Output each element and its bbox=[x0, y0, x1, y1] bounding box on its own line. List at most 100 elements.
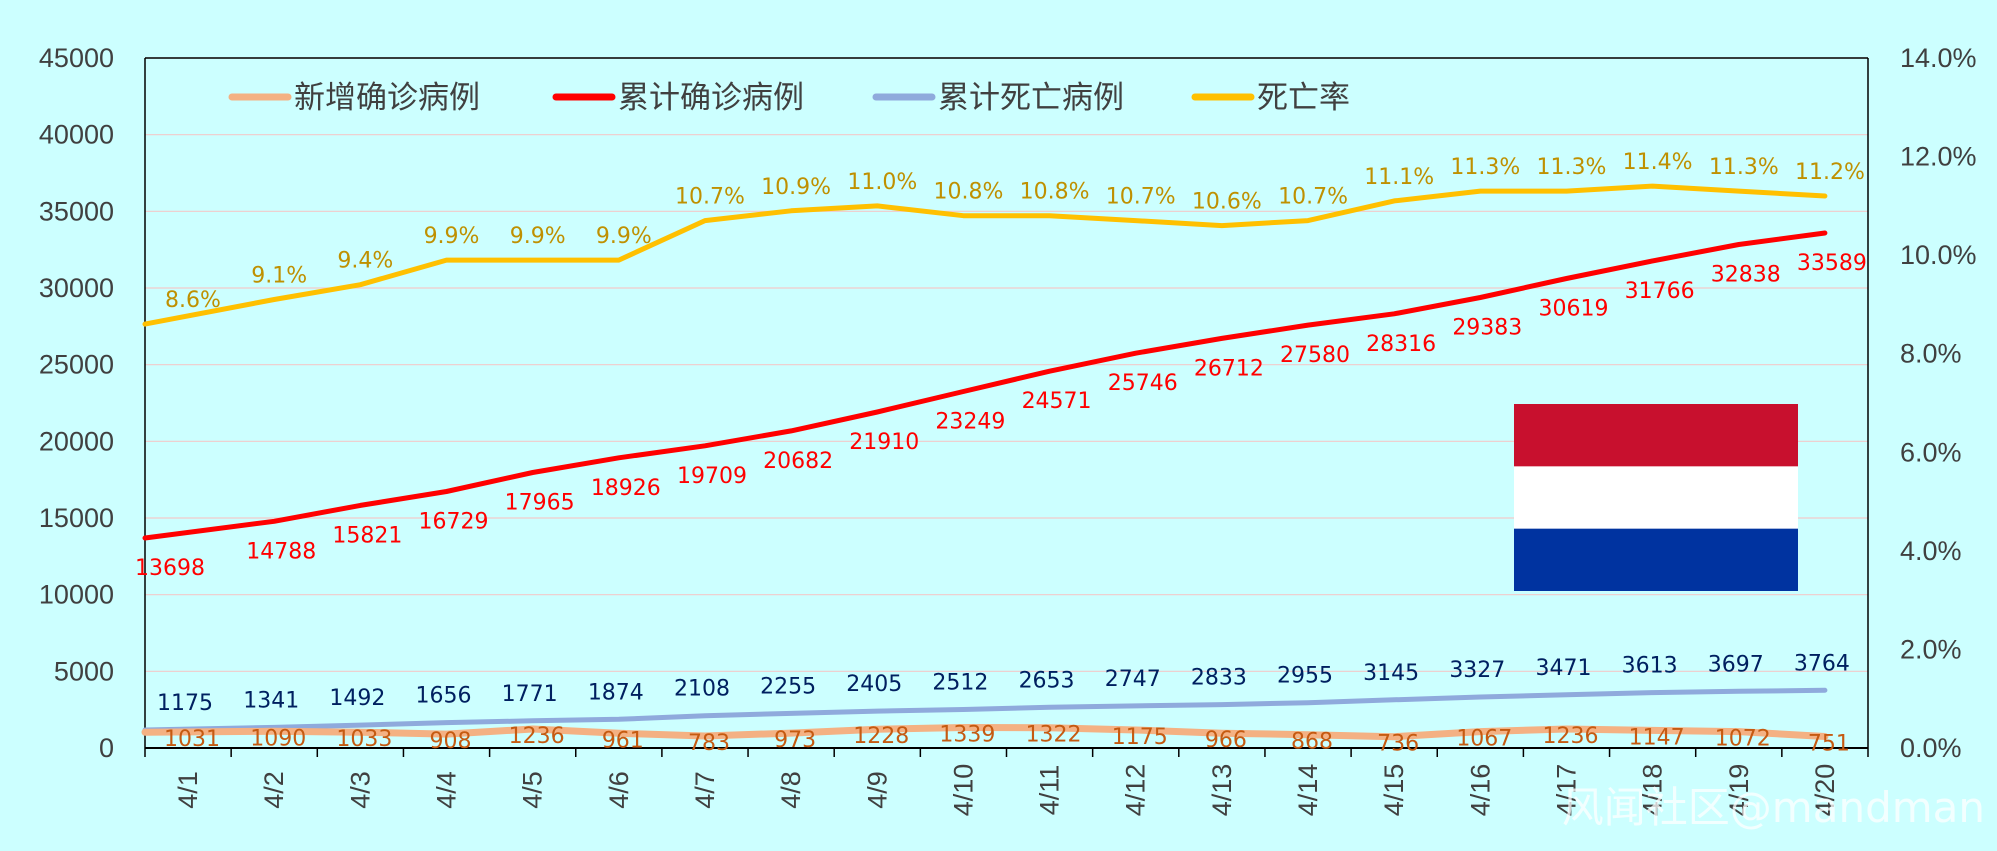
data-label: 1236 bbox=[509, 724, 565, 749]
data-label: 2747 bbox=[1105, 667, 1161, 692]
data-label: 1067 bbox=[1456, 727, 1512, 752]
data-label: 18926 bbox=[591, 476, 661, 501]
series-line-2 bbox=[142, 687, 1828, 733]
left-axis-tick: 30000 bbox=[39, 273, 114, 303]
data-label: 11.1% bbox=[1364, 165, 1434, 190]
data-label: 2653 bbox=[1019, 668, 1075, 693]
series-line-0 bbox=[141, 724, 1829, 741]
data-label: 10.8% bbox=[1020, 180, 1090, 205]
data-label: 11.4% bbox=[1623, 150, 1693, 175]
data-label: 1147 bbox=[1629, 725, 1685, 750]
data-label: 15821 bbox=[332, 523, 402, 548]
data-label: 25746 bbox=[1108, 371, 1178, 396]
flag-stripe bbox=[1514, 466, 1798, 530]
data-label: 961 bbox=[602, 728, 644, 753]
legend-label: 累计死亡病例 bbox=[938, 80, 1124, 116]
left-axis-tick: 40000 bbox=[39, 120, 114, 150]
right-axis-tick: 14.0% bbox=[1900, 43, 1977, 73]
data-label: 1771 bbox=[502, 682, 558, 707]
data-label: 1175 bbox=[157, 691, 213, 716]
data-label: 9.4% bbox=[337, 249, 393, 274]
x-axis-tick: 4/11 bbox=[1035, 765, 1065, 816]
x-axis-tick: 4/20 bbox=[1810, 764, 1840, 817]
data-label: 9.9% bbox=[596, 224, 652, 249]
data-label: 2255 bbox=[760, 674, 816, 699]
x-axis-tick: 4/14 bbox=[1293, 764, 1323, 817]
data-label: 21910 bbox=[849, 430, 919, 455]
data-label: 736 bbox=[1377, 732, 1419, 757]
data-label: 3613 bbox=[1622, 654, 1678, 679]
x-axis-tick: 4/1 bbox=[173, 771, 203, 809]
data-label: 2405 bbox=[846, 672, 902, 697]
right-axis-tick: 2.0% bbox=[1900, 634, 1962, 664]
data-label: 19709 bbox=[677, 464, 747, 489]
left-axis-tick: 45000 bbox=[39, 43, 114, 73]
plot-area bbox=[145, 58, 1868, 748]
x-axis-tick: 4/9 bbox=[862, 771, 892, 809]
x-axis-tick: 4/3 bbox=[345, 771, 375, 809]
data-label: 1236 bbox=[1542, 724, 1598, 749]
data-label: 2512 bbox=[932, 670, 988, 695]
data-label: 3327 bbox=[1449, 658, 1505, 683]
legend-label: 新增确诊病例 bbox=[294, 80, 480, 116]
data-label: 783 bbox=[688, 731, 730, 756]
data-label: 10.9% bbox=[761, 175, 831, 200]
x-axis-tick: 4/15 bbox=[1379, 764, 1409, 817]
x-axis-tick: 4/16 bbox=[1465, 764, 1495, 817]
left-axis-tick: 35000 bbox=[39, 196, 114, 226]
data-label: 3471 bbox=[1535, 656, 1591, 681]
data-label: 966 bbox=[1205, 728, 1247, 753]
data-label: 2108 bbox=[674, 677, 730, 702]
data-label: 1341 bbox=[243, 688, 299, 713]
data-label: 1339 bbox=[939, 722, 995, 747]
data-label: 24571 bbox=[1022, 389, 1092, 414]
flag-stripe bbox=[1514, 404, 1798, 467]
data-label: 11.3% bbox=[1537, 155, 1607, 180]
data-label: 908 bbox=[430, 729, 472, 754]
data-label: 1492 bbox=[329, 686, 385, 711]
data-label: 751 bbox=[1808, 731, 1850, 756]
data-label: 10.8% bbox=[933, 180, 1003, 205]
left-axis-tick: 10000 bbox=[39, 580, 114, 610]
series-line-1 bbox=[142, 230, 1828, 541]
x-axis-tick: 4/13 bbox=[1207, 764, 1237, 817]
right-axis-tick: 6.0% bbox=[1900, 437, 1962, 467]
data-label: 16729 bbox=[419, 509, 489, 534]
data-label: 32838 bbox=[1711, 262, 1781, 287]
data-label: 10.7% bbox=[1278, 185, 1348, 210]
flag-stripe bbox=[1514, 528, 1798, 591]
data-label: 10.7% bbox=[675, 185, 745, 210]
data-label: 20682 bbox=[763, 449, 833, 474]
data-label: 29383 bbox=[1452, 315, 1522, 340]
data-label: 1874 bbox=[588, 680, 644, 705]
data-label: 28316 bbox=[1366, 332, 1436, 357]
data-label: 1656 bbox=[416, 684, 472, 709]
data-label: 2955 bbox=[1277, 664, 1333, 689]
data-label: 11.3% bbox=[1709, 155, 1779, 180]
data-label: 8.6% bbox=[165, 288, 221, 313]
x-axis-tick: 4/19 bbox=[1724, 764, 1754, 817]
data-label: 1322 bbox=[1026, 723, 1082, 748]
x-axis-tick: 4/17 bbox=[1551, 764, 1581, 817]
left-axis-tick: 15000 bbox=[39, 503, 114, 533]
data-label: 30619 bbox=[1538, 297, 1608, 322]
right-axis-tick: 4.0% bbox=[1900, 536, 1962, 566]
x-axis-tick: 4/7 bbox=[690, 771, 720, 809]
data-label: 33589 bbox=[1797, 251, 1867, 276]
data-label: 973 bbox=[774, 728, 816, 753]
watermark: 风闻社区@mandman bbox=[1562, 783, 1985, 832]
left-axis-tick: 25000 bbox=[39, 350, 114, 380]
right-axis-tick: 12.0% bbox=[1900, 142, 1977, 172]
data-label: 9.9% bbox=[424, 224, 480, 249]
data-label: 17965 bbox=[505, 491, 575, 516]
left-axis-tick: 20000 bbox=[39, 426, 114, 456]
data-label: 1072 bbox=[1715, 727, 1771, 752]
x-axis-tick: 4/18 bbox=[1638, 764, 1668, 817]
x-axis-tick: 4/2 bbox=[259, 771, 289, 809]
x-axis-tick: 4/10 bbox=[948, 764, 978, 817]
data-label: 3145 bbox=[1363, 661, 1419, 686]
series-line-3 bbox=[142, 183, 1828, 327]
data-label: 3764 bbox=[1794, 651, 1850, 676]
data-label: 1090 bbox=[250, 726, 306, 751]
